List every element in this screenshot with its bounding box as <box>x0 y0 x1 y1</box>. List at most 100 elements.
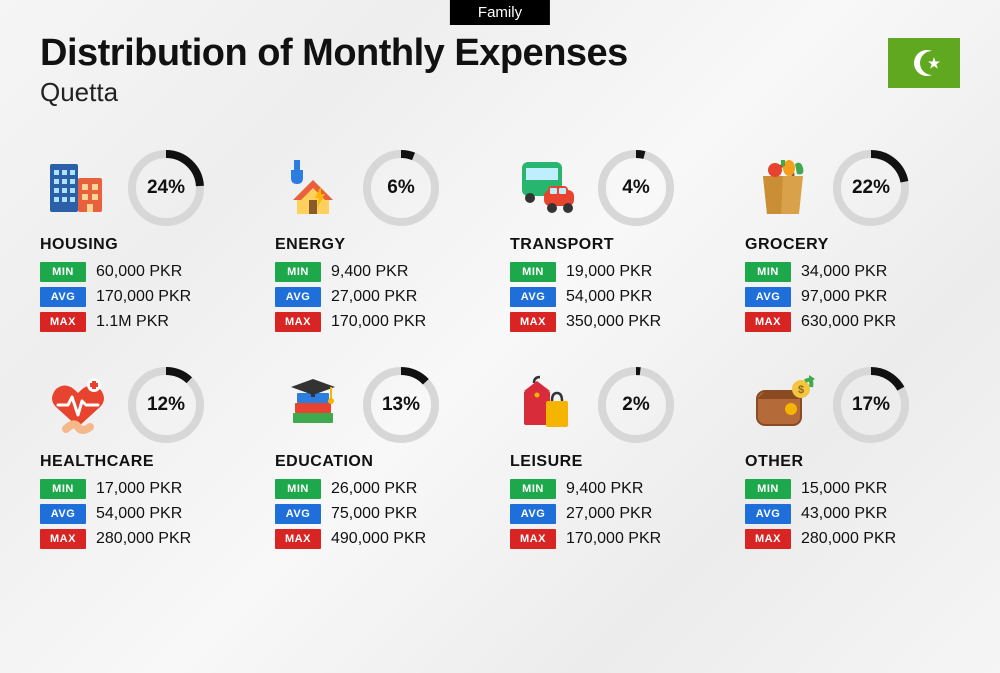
category-card: 22% GROCERY MIN 34,000 PKR AVG 97,000 PK… <box>745 150 970 337</box>
avg-badge: AVG <box>745 287 791 307</box>
percent-ring: 4% <box>598 150 674 226</box>
min-value: 9,400 PKR <box>566 480 643 498</box>
avg-badge: AVG <box>510 504 556 524</box>
category-name: LEISURE <box>510 453 735 471</box>
avg-value: 27,000 PKR <box>566 505 652 523</box>
percent-ring: 22% <box>833 150 909 226</box>
stats-block: MIN 9,400 PKR AVG 27,000 PKR MAX 170,000… <box>275 262 500 332</box>
avg-value: 43,000 PKR <box>801 505 887 523</box>
header: Distribution of Monthly Expenses Quetta <box>40 32 960 108</box>
avg-value: 97,000 PKR <box>801 288 887 306</box>
min-value: 26,000 PKR <box>331 480 417 498</box>
category-name: HOUSING <box>40 236 265 254</box>
max-value: 630,000 PKR <box>801 313 896 331</box>
min-value: 17,000 PKR <box>96 480 182 498</box>
stats-block: MIN 17,000 PKR AVG 54,000 PKR MAX 280,00… <box>40 479 265 549</box>
avg-badge: AVG <box>275 504 321 524</box>
avg-value: 54,000 PKR <box>566 288 652 306</box>
avg-badge: AVG <box>40 287 86 307</box>
percent-ring: 12% <box>128 367 204 443</box>
stats-block: MIN 60,000 PKR AVG 170,000 PKR MAX 1.1M … <box>40 262 265 332</box>
stats-block: MIN 9,400 PKR AVG 27,000 PKR MAX 170,000… <box>510 479 735 549</box>
avg-badge: AVG <box>745 504 791 524</box>
category-card: 24% HOUSING MIN 60,000 PKR AVG 170,000 P… <box>40 150 265 337</box>
max-badge: MAX <box>275 529 321 549</box>
category-card: 2% LEISURE MIN 9,400 PKR AVG 27,000 PKR … <box>510 367 735 554</box>
category-grid: 24% HOUSING MIN 60,000 PKR AVG 170,000 P… <box>40 150 970 554</box>
category-name: OTHER <box>745 453 970 471</box>
family-tag: Family <box>450 0 550 25</box>
min-value: 60,000 PKR <box>96 263 182 281</box>
max-value: 280,000 PKR <box>801 530 896 548</box>
category-name: ENERGY <box>275 236 500 254</box>
avg-value: 170,000 PKR <box>96 288 191 306</box>
min-badge: MIN <box>745 262 791 282</box>
avg-value: 27,000 PKR <box>331 288 417 306</box>
percent-label: 6% <box>363 150 439 226</box>
avg-badge: AVG <box>275 287 321 307</box>
percent-label: 4% <box>598 150 674 226</box>
grocery-icon <box>745 150 821 226</box>
max-value: 350,000 PKR <box>566 313 661 331</box>
min-badge: MIN <box>510 262 556 282</box>
percent-ring: 17% <box>833 367 909 443</box>
min-value: 9,400 PKR <box>331 263 408 281</box>
category-name: HEALTHCARE <box>40 453 265 471</box>
country-flag <box>888 38 960 88</box>
min-value: 34,000 PKR <box>801 263 887 281</box>
category-card: 4% TRANSPORT MIN 19,000 PKR AVG 54,000 P… <box>510 150 735 337</box>
category-card: 6% ENERGY MIN 9,400 PKR AVG 27,000 PKR M… <box>275 150 500 337</box>
energy-icon <box>275 150 351 226</box>
page-title: Distribution of Monthly Expenses <box>40 32 960 75</box>
housing-icon <box>40 150 116 226</box>
percent-label: 12% <box>128 367 204 443</box>
avg-badge: AVG <box>510 287 556 307</box>
transport-icon <box>510 150 586 226</box>
category-name: GROCERY <box>745 236 970 254</box>
max-value: 1.1M PKR <box>96 313 169 331</box>
max-badge: MAX <box>510 312 556 332</box>
percent-label: 24% <box>128 150 204 226</box>
max-value: 490,000 PKR <box>331 530 426 548</box>
percent-ring: 6% <box>363 150 439 226</box>
min-badge: MIN <box>275 479 321 499</box>
min-badge: MIN <box>40 479 86 499</box>
min-value: 19,000 PKR <box>566 263 652 281</box>
min-badge: MIN <box>40 262 86 282</box>
avg-value: 54,000 PKR <box>96 505 182 523</box>
min-badge: MIN <box>275 262 321 282</box>
avg-value: 75,000 PKR <box>331 505 417 523</box>
max-value: 280,000 PKR <box>96 530 191 548</box>
max-badge: MAX <box>745 529 791 549</box>
max-badge: MAX <box>40 312 86 332</box>
leisure-icon <box>510 367 586 443</box>
min-badge: MIN <box>510 479 556 499</box>
percent-label: 17% <box>833 367 909 443</box>
percent-label: 2% <box>598 367 674 443</box>
category-name: EDUCATION <box>275 453 500 471</box>
stats-block: MIN 15,000 PKR AVG 43,000 PKR MAX 280,00… <box>745 479 970 549</box>
category-card: 12% HEALTHCARE MIN 17,000 PKR AVG 54,000… <box>40 367 265 554</box>
page-subtitle: Quetta <box>40 77 960 108</box>
education-icon <box>275 367 351 443</box>
percent-ring: 24% <box>128 150 204 226</box>
stats-block: MIN 19,000 PKR AVG 54,000 PKR MAX 350,00… <box>510 262 735 332</box>
max-value: 170,000 PKR <box>331 313 426 331</box>
max-value: 170,000 PKR <box>566 530 661 548</box>
stats-block: MIN 34,000 PKR AVG 97,000 PKR MAX 630,00… <box>745 262 970 332</box>
max-badge: MAX <box>40 529 86 549</box>
healthcare-icon <box>40 367 116 443</box>
category-name: TRANSPORT <box>510 236 735 254</box>
min-value: 15,000 PKR <box>801 480 887 498</box>
stats-block: MIN 26,000 PKR AVG 75,000 PKR MAX 490,00… <box>275 479 500 549</box>
category-card: $ 17% OTHER MIN 15,000 PKR AVG 43,000 PK… <box>745 367 970 554</box>
min-badge: MIN <box>745 479 791 499</box>
max-badge: MAX <box>510 529 556 549</box>
other-icon: $ <box>745 367 821 443</box>
max-badge: MAX <box>745 312 791 332</box>
percent-label: 22% <box>833 150 909 226</box>
percent-label: 13% <box>363 367 439 443</box>
avg-badge: AVG <box>40 504 86 524</box>
max-badge: MAX <box>275 312 321 332</box>
percent-ring: 13% <box>363 367 439 443</box>
